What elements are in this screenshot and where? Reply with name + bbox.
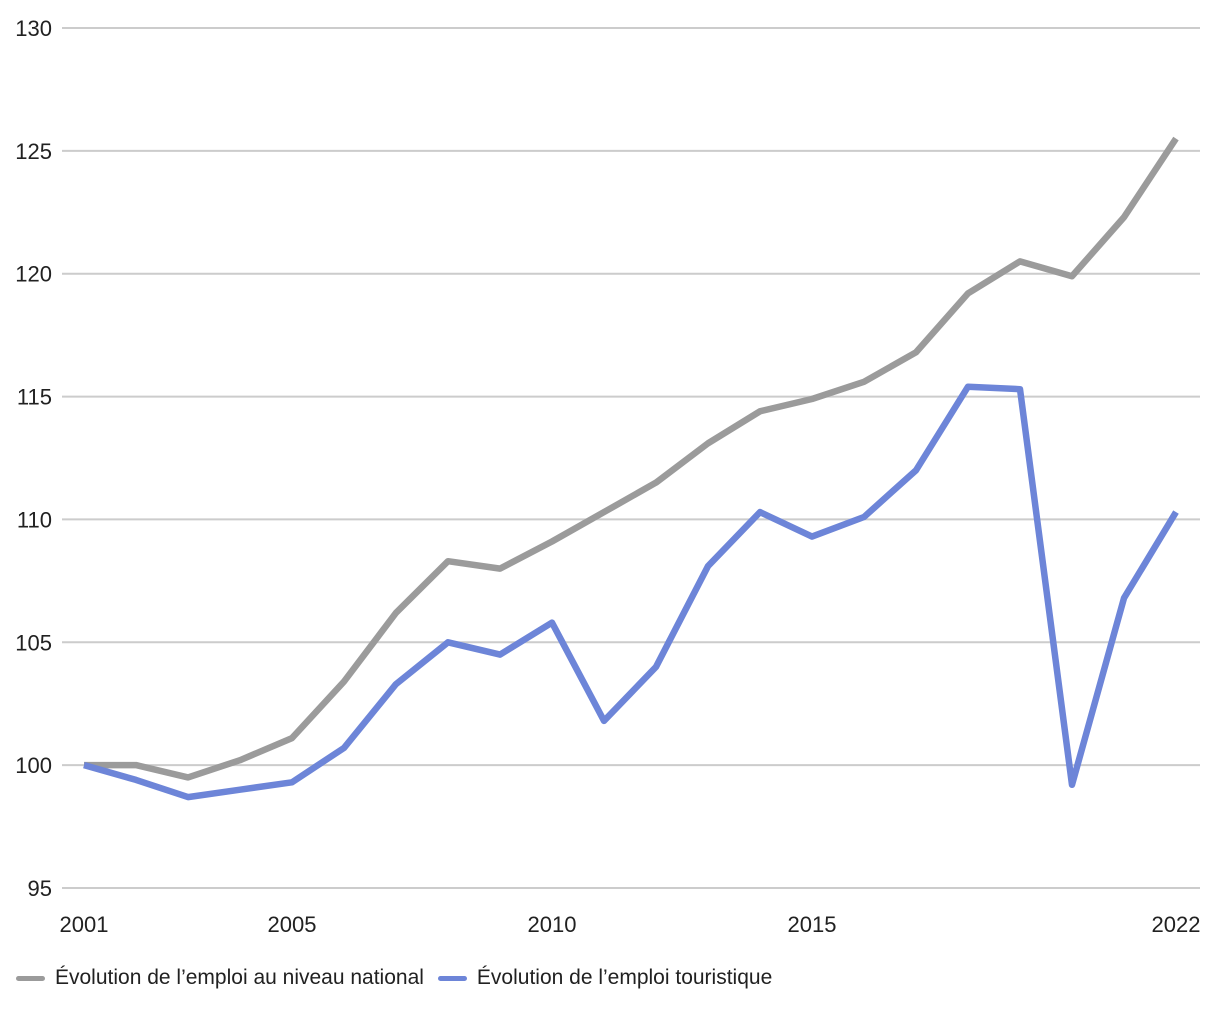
x-axis-label-2015: 2015 [788, 912, 837, 937]
chart-legend: Évolution de l’emploi au niveau national… [16, 966, 772, 990]
x-axis-label-2001: 2001 [60, 912, 109, 937]
legend-label-touristique: Évolution de l’emploi touristique [476, 966, 773, 989]
legend-line-swatch-national [16, 975, 45, 981]
y-axis-label-130: 130 [15, 16, 52, 41]
y-axis-label-110: 110 [17, 507, 52, 532]
x-axis-label-2022: 2022 [1152, 912, 1201, 937]
y-axis-label-125: 125 [15, 139, 52, 164]
legend-line-swatch-touristique [437, 975, 467, 981]
legend-item-touristique: Évolution de l’emploi touristique [437, 966, 773, 990]
x-axis-label-2010: 2010 [528, 912, 577, 937]
y-axis-label-105: 105 [15, 630, 52, 655]
y-axis-label-120: 120 [15, 262, 52, 287]
line-series-0 [84, 136, 1179, 781]
y-axis-label-95: 95 [28, 876, 52, 901]
chart-plot-area: 95 100 105 110 115 120 125 130 2001 2005 2010 2015 2… [15, 16, 1201, 937]
legend-label-national: Évolution de l’emploi au niveau national [55, 966, 424, 989]
y-axis-label-100: 100 [15, 753, 52, 778]
legend-item-national: Évolution de l’emploi au niveau national [16, 966, 424, 990]
y-axis-label-115: 115 [17, 385, 52, 410]
x-axis-label-2005: 2005 [268, 912, 317, 937]
line-series-1 [83, 383, 1179, 801]
